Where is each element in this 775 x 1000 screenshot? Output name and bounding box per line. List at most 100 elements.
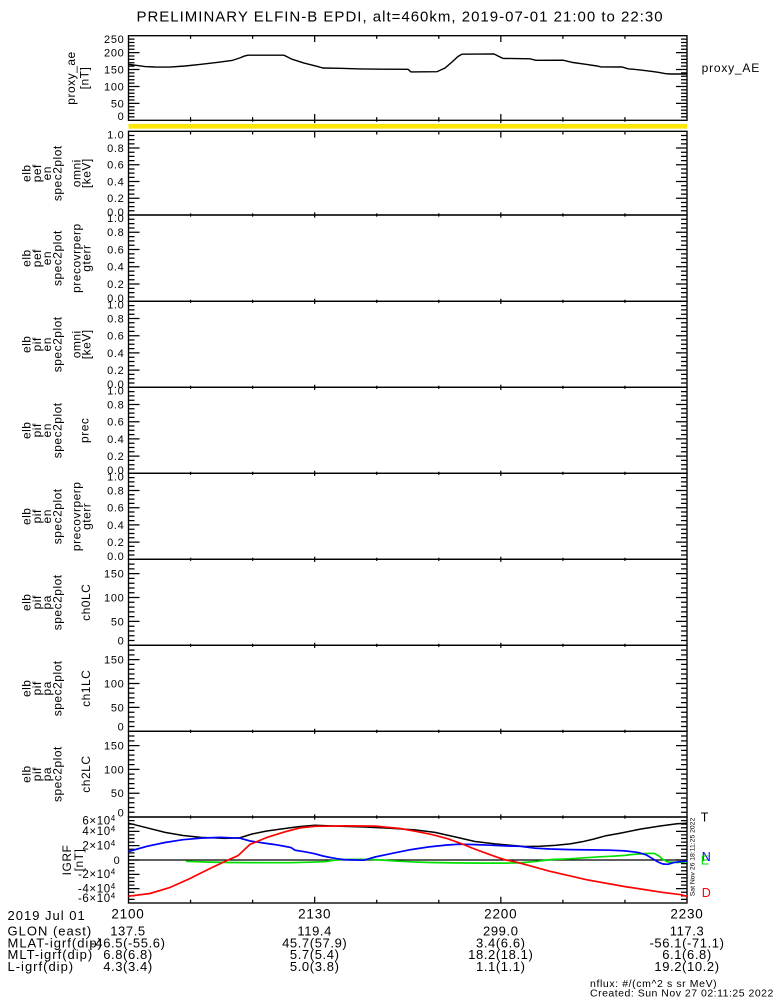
svg-text:117.3: 117.3 xyxy=(670,924,705,939)
svg-text:-56.1(-71.1): -56.1(-71.1) xyxy=(649,935,724,950)
svg-text:N: N xyxy=(702,850,711,864)
svg-text:D: D xyxy=(702,886,711,900)
svg-text:200: 200 xyxy=(104,48,124,60)
svg-text:0.4: 0.4 xyxy=(107,262,124,274)
svg-text:spec2plot: spec2plot xyxy=(50,660,64,716)
svg-text:ch0LC: ch0LC xyxy=(79,584,93,621)
svg-text:MLT-igrf(dip): MLT-igrf(dip) xyxy=(8,947,94,962)
svg-text:IGRF: IGRF xyxy=(60,845,74,876)
svg-text:pif: pif xyxy=(30,767,44,781)
svg-text:elb: elb xyxy=(20,680,34,698)
svg-text:T: T xyxy=(701,811,709,825)
svg-text:2100: 2100 xyxy=(111,907,144,922)
svg-text:-46.5(-55.6): -46.5(-55.6) xyxy=(90,935,165,950)
svg-text:elb: elb xyxy=(20,594,34,612)
svg-text:pa: pa xyxy=(40,681,54,695)
svg-text:E: E xyxy=(701,853,709,867)
svg-text:0.6: 0.6 xyxy=(107,417,124,429)
svg-text:pif: pif xyxy=(30,595,44,609)
svg-text:4.3(3.4): 4.3(3.4) xyxy=(103,959,153,974)
svg-text:299.0: 299.0 xyxy=(483,924,519,939)
svg-text:gterr: gterr xyxy=(79,503,93,530)
svg-text:spec2plot: spec2plot xyxy=(50,574,64,630)
svg-text:1.0: 1.0 xyxy=(107,385,124,397)
svg-text:2×104: 2×104 xyxy=(82,839,115,853)
svg-text:0: 0 xyxy=(118,636,125,648)
svg-text:50: 50 xyxy=(111,702,125,714)
svg-text:100: 100 xyxy=(104,592,124,604)
svg-text:0.0: 0.0 xyxy=(107,551,124,563)
svg-text:1.0: 1.0 xyxy=(107,471,124,483)
svg-text:2230: 2230 xyxy=(670,907,703,922)
svg-text:5.0(3.8): 5.0(3.8) xyxy=(290,959,340,974)
svg-text:6.1(6.8): 6.1(6.8) xyxy=(662,947,712,962)
svg-text:gterr: gterr xyxy=(79,245,93,272)
svg-text:1.1(1.1): 1.1(1.1) xyxy=(476,959,526,974)
svg-text:0.8: 0.8 xyxy=(107,399,124,411)
svg-text:150: 150 xyxy=(104,569,124,581)
svg-text:elb: elb xyxy=(20,164,34,182)
svg-text:4×104: 4×104 xyxy=(82,825,115,839)
svg-text:5.7(5.4): 5.7(5.4) xyxy=(290,947,340,962)
svg-text:2019 Jul 01: 2019 Jul 01 xyxy=(8,908,86,923)
svg-text:0.2: 0.2 xyxy=(107,279,124,291)
svg-text:150: 150 xyxy=(104,741,124,753)
svg-text:0.4: 0.4 xyxy=(107,348,124,360)
svg-text:omni: omni xyxy=(70,330,84,358)
svg-text:0: 0 xyxy=(118,722,125,734)
svg-text:45.7(57.9): 45.7(57.9) xyxy=(282,935,347,950)
svg-text:ch2LC: ch2LC xyxy=(79,756,93,793)
svg-text:elb: elb xyxy=(20,508,34,526)
svg-text:Sat Nov 26 18:11:25 2022: Sat Nov 26 18:11:25 2022 xyxy=(690,818,697,897)
svg-text:prec: prec xyxy=(77,418,91,443)
svg-text:50: 50 xyxy=(111,98,125,110)
svg-text:pif: pif xyxy=(30,337,44,351)
svg-text:elb: elb xyxy=(20,765,34,783)
svg-text:elb: elb xyxy=(20,336,34,354)
svg-text:0.6: 0.6 xyxy=(107,160,124,172)
svg-text:spec2plot: spec2plot xyxy=(50,488,64,544)
svg-text:0.2: 0.2 xyxy=(107,537,124,549)
svg-text:precovrperp: precovrperp xyxy=(70,223,84,293)
svg-text:en: en xyxy=(40,509,54,523)
svg-text:0.2: 0.2 xyxy=(107,365,124,377)
svg-text:precovrperp: precovrperp xyxy=(70,482,84,552)
svg-text:3.4(6.6): 3.4(6.6) xyxy=(476,935,526,950)
svg-text:150: 150 xyxy=(104,655,124,667)
svg-text:19.2(10.2): 19.2(10.2) xyxy=(654,959,719,974)
svg-text:spec2plot: spec2plot xyxy=(50,316,64,372)
svg-text:0.8: 0.8 xyxy=(107,313,124,325)
svg-text:100: 100 xyxy=(104,764,124,776)
svg-text:-4×104: -4×104 xyxy=(78,882,116,896)
svg-text:pef: pef xyxy=(30,164,44,182)
svg-text:100: 100 xyxy=(104,678,124,690)
svg-text:0.6: 0.6 xyxy=(107,244,124,256)
svg-text:119.4: 119.4 xyxy=(297,924,332,939)
svg-text:spec2plot: spec2plot xyxy=(50,145,64,201)
svg-text:137.5: 137.5 xyxy=(110,924,146,939)
svg-text:0.0: 0.0 xyxy=(107,207,124,219)
svg-text:Created: Sun Nov 27 02:11:25 2: Created: Sun Nov 27 02:11:25 2022 xyxy=(590,988,774,1000)
svg-text:pif: pif xyxy=(30,509,44,523)
svg-text:pif: pif xyxy=(30,681,44,695)
svg-text:2200: 2200 xyxy=(484,907,517,922)
svg-text:nflux: #/(cm^2 s sr MeV): nflux: #/(cm^2 s sr MeV) xyxy=(590,978,717,990)
svg-text:0: 0 xyxy=(118,111,125,123)
svg-text:spec2plot: spec2plot xyxy=(50,402,64,458)
svg-text:proxy_AE: proxy_AE xyxy=(702,61,760,75)
svg-text:elb: elb xyxy=(20,249,34,267)
svg-text:en: en xyxy=(40,251,54,265)
svg-text:50: 50 xyxy=(111,788,125,800)
svg-text:pa: pa xyxy=(40,767,54,781)
svg-text:en: en xyxy=(40,166,54,180)
svg-text:en: en xyxy=(40,423,54,437)
svg-text:ch1LC: ch1LC xyxy=(79,670,93,707)
svg-text:0.8: 0.8 xyxy=(107,143,124,155)
svg-text:0.8: 0.8 xyxy=(107,227,124,239)
svg-text:pa: pa xyxy=(40,595,54,609)
svg-text:0.2: 0.2 xyxy=(107,193,124,205)
svg-text:150: 150 xyxy=(104,64,124,76)
svg-text:-6×104: -6×104 xyxy=(78,891,116,905)
svg-text:-2×104: -2×104 xyxy=(78,868,116,882)
svg-text:2130: 2130 xyxy=(298,907,331,922)
